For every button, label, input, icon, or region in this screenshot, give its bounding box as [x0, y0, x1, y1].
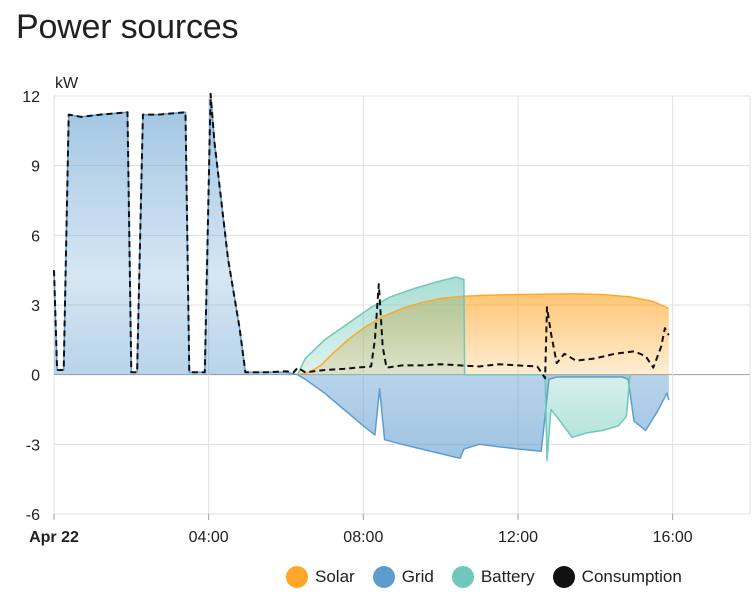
x-tick-label: 16:00 — [653, 529, 693, 546]
line-consumption — [53, 92, 670, 380]
legend-swatch — [372, 566, 395, 588]
legend-swatch — [552, 566, 575, 588]
y-axis-label: kW — [55, 75, 79, 92]
x-tick-label: 04:00 — [189, 529, 229, 546]
legend-label: Battery — [480, 567, 535, 586]
y-tick-label: 3 — [31, 298, 40, 315]
legend-swatch — [286, 566, 308, 588]
legend-label: Solar — [315, 567, 355, 586]
legend-label: Consumption — [581, 567, 682, 586]
legend-item-battery[interactable]: Battery — [451, 566, 535, 588]
legend-swatch — [451, 566, 474, 588]
x-tick-label: 12:00 — [498, 529, 538, 546]
y-tick-label: -6 — [26, 507, 40, 524]
y-tick-label: 6 — [31, 228, 40, 245]
line-layer — [53, 92, 670, 462]
area-layer — [54, 93, 669, 461]
legend: Solar Grid Battery Consumption — [286, 566, 682, 588]
line-grid — [53, 92, 670, 460]
x-tick-label: Apr 22 — [29, 529, 79, 546]
y-tick-label: 12 — [22, 89, 40, 106]
axis-layer: -6 -3 0 3 6 9 12 Apr 22 04:00 08:00 12:00 16:00 kW — [22, 75, 693, 546]
legend-item-grid[interactable]: Grid — [372, 566, 434, 588]
y-tick-label: 0 — [31, 368, 40, 385]
line-battery — [296, 276, 631, 462]
card-title: Power sources — [16, 8, 239, 46]
legend-label: Grid — [401, 567, 434, 586]
area-grid — [54, 93, 669, 459]
line-solar — [297, 293, 670, 376]
y-tick-label: -3 — [26, 437, 40, 454]
y-tick-label: 9 — [31, 159, 40, 176]
x-tick-label: 08:00 — [343, 529, 383, 546]
legend-item-solar[interactable]: Solar — [286, 566, 355, 588]
legend-item-consumption[interactable]: Consumption — [552, 566, 682, 588]
